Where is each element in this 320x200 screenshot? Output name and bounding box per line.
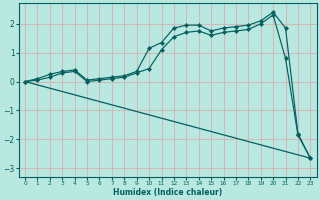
- X-axis label: Humidex (Indice chaleur): Humidex (Indice chaleur): [113, 188, 222, 197]
